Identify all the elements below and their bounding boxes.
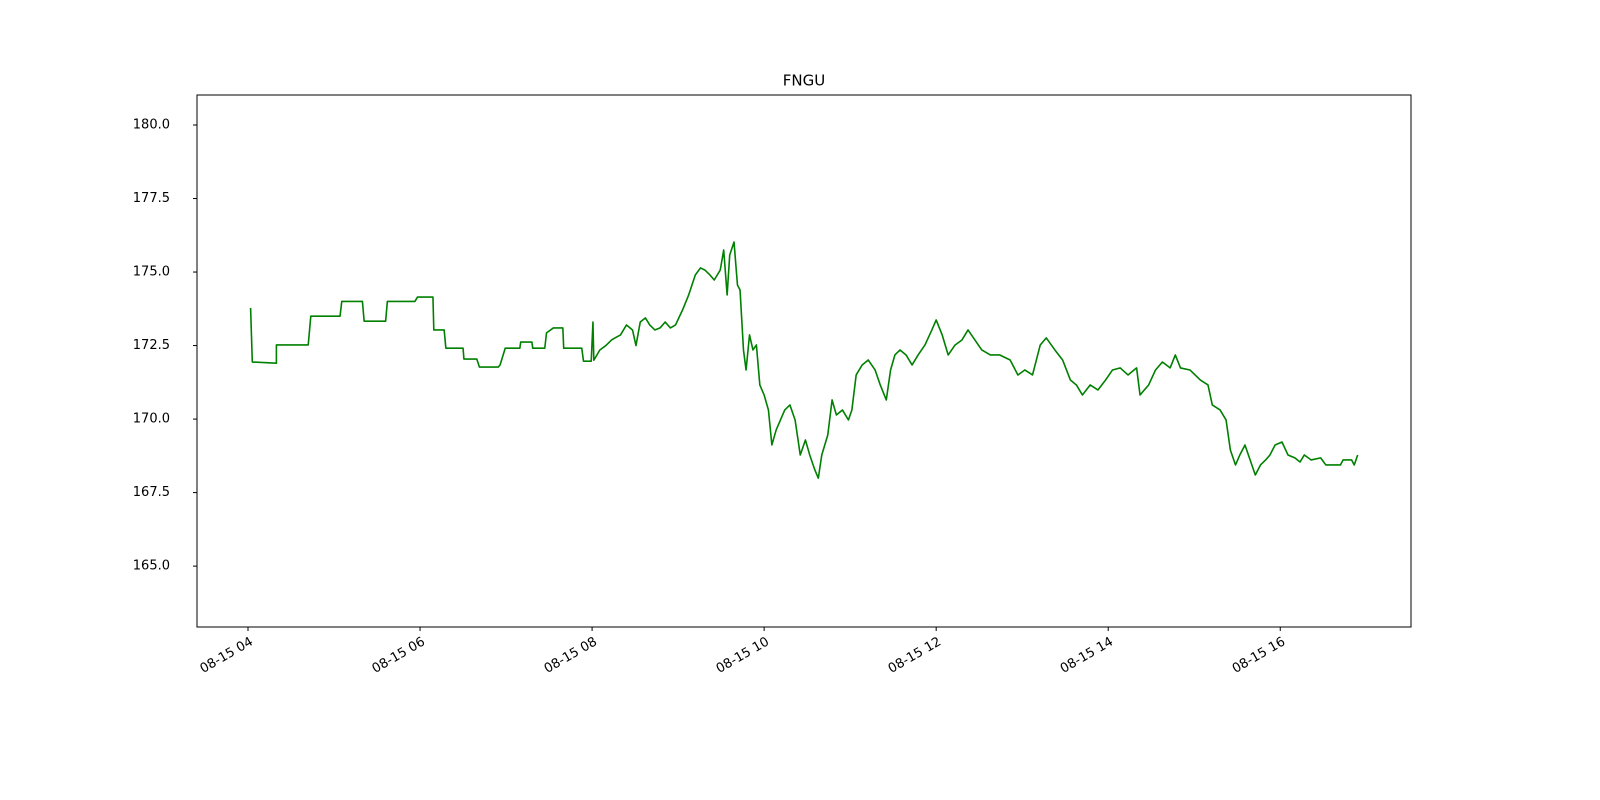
y-tick-label: 165.0 — [133, 559, 170, 574]
x-tick-label: 08-15 16 — [1230, 635, 1288, 677]
y-tick-label: 177.5 — [133, 191, 170, 206]
y-tick-label: 180.0 — [133, 117, 170, 132]
y-tick-label: 170.0 — [133, 412, 170, 427]
x-tick-label: 08-15 14 — [1058, 635, 1116, 677]
plot-frame — [196, 94, 1412, 628]
chart-title: FNGU — [783, 72, 825, 90]
x-tick-label: 08-15 06 — [370, 635, 428, 677]
x-tick-label: 08-15 12 — [886, 635, 944, 677]
price-line — [249, 241, 1359, 479]
y-tick-label: 172.5 — [133, 338, 170, 353]
y-tick-label: 175.0 — [133, 265, 170, 280]
x-tick-label: 08-15 10 — [714, 635, 772, 677]
y-tick-label: 167.5 — [133, 485, 170, 500]
x-tick-label: 08-15 08 — [542, 635, 600, 677]
x-tick-label: 08-15 04 — [198, 635, 256, 677]
